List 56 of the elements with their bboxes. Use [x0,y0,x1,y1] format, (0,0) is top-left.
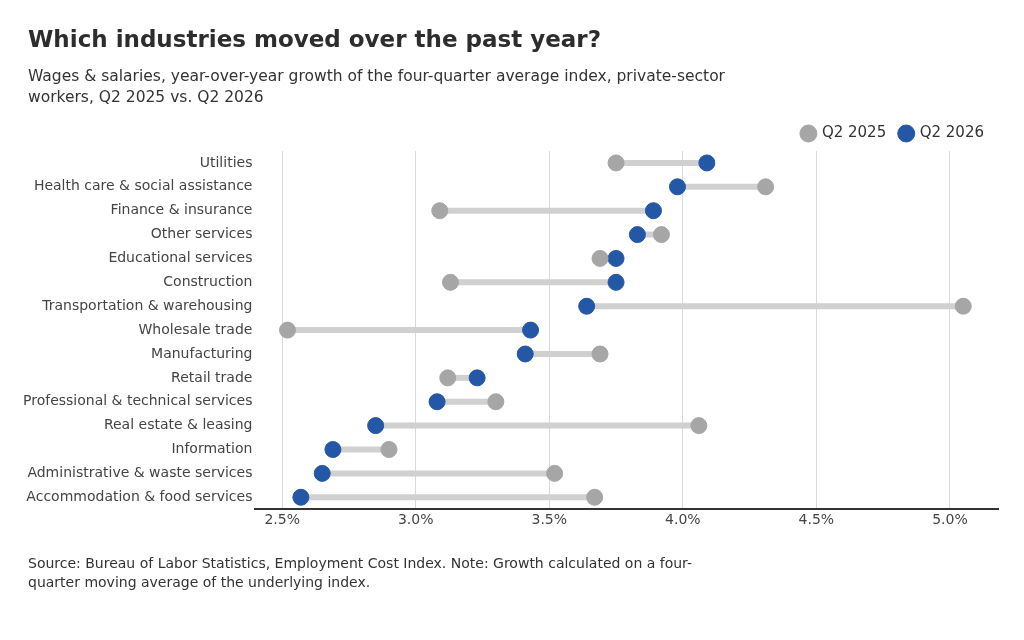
point [292,488,310,506]
point [690,417,708,435]
point [698,154,716,172]
point [668,178,686,196]
point [644,202,662,220]
y-tick-label: Retail trade [171,368,253,385]
point [439,369,457,387]
legend-label: Q2 2026 [919,123,984,142]
legend-label: Q2 2025 [821,123,887,142]
point [607,249,625,267]
point [516,345,534,363]
point [324,441,342,458]
x-tick-label: 3.5% [531,511,568,528]
x-tick-label: 4.5% [798,511,835,528]
point [380,441,398,458]
point [586,488,604,506]
point [367,417,385,435]
y-tick-label: Educational services [108,249,253,266]
y-tick-label: Finance & insurance [110,201,253,218]
point [628,226,646,244]
point [607,273,625,291]
point [652,226,670,244]
point [954,297,972,315]
chart-title: Which industries moved over the past year? [28,26,601,52]
x-tick-label: 4.0% [665,511,701,528]
y-tick-label: Transportation & warehousing [41,296,253,313]
point [431,202,449,220]
x-tick-label: 3.0% [397,511,434,528]
point [313,464,331,482]
y-tick-label: Other services [150,225,253,242]
point [487,393,505,411]
point [279,321,296,339]
point [591,249,609,267]
y-tick-label: Accommodation & food services [26,487,253,504]
x-tick-label: 5.0% [932,511,968,528]
y-tick-label: Health care & social assistance [33,177,253,194]
point [578,297,596,315]
point [546,464,564,482]
point [468,369,486,387]
point [522,321,540,339]
point [428,393,446,411]
y-tick-label: Utilities [199,153,253,170]
point [591,345,609,363]
source-note: Source: Bureau of Labor Statistics, Employment Cost Index. Note: Growth calculated on a four-quarter moving average of the underlying index. [28,554,694,592]
y-tick-label: Construction [163,272,253,289]
y-tick-label: Information [171,440,253,457]
y-tick-label: Professional & technical services [23,392,253,409]
point [441,273,459,291]
chart-subtitle: Wages & salaries, year-over-year growth of the four-quarter average index, private-sector workers, Q2 2025 vs. Q2 2026 [28,66,726,108]
y-tick-label: Manufacturing [151,344,253,361]
y-tick-label: Administrative & waste services [27,464,253,481]
point [607,154,625,172]
y-tick-label: Wholesale trade [138,320,253,337]
point [757,178,775,196]
y-tick-label: Real estate & leasing [103,416,253,433]
x-tick-label: 2.5% [264,511,300,528]
